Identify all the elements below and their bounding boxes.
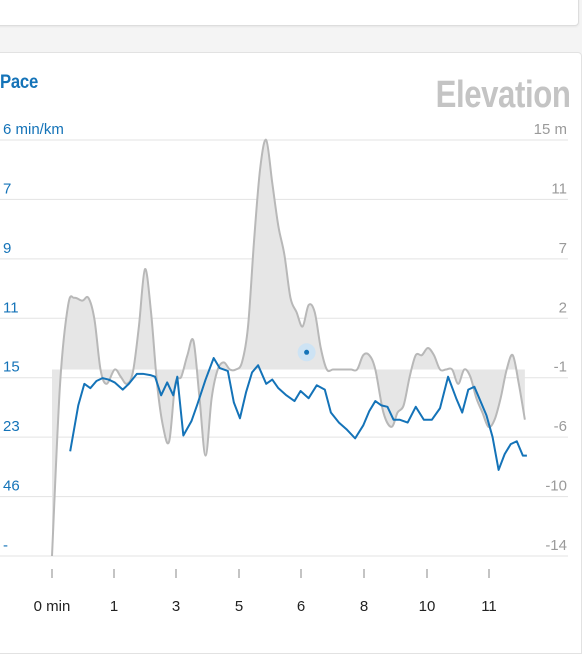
elevation-area	[52, 139, 525, 557]
x-tick-label: 6	[297, 598, 305, 615]
pace-tick-label: 23	[3, 418, 20, 435]
x-tick-label: 11	[481, 598, 497, 615]
pace-tick-label: 11	[3, 299, 19, 316]
x-tick-label: 5	[235, 598, 243, 615]
x-tick-label: 0 min	[34, 598, 71, 615]
elevation-tick-label: -1	[554, 359, 567, 376]
elevation-tick-label: -14	[545, 537, 567, 554]
elevation-tick-label: -10	[545, 478, 567, 495]
elevation-line	[51, 138, 526, 557]
pace-marker[interactable]	[304, 349, 310, 355]
pace-tick-label: 9	[3, 240, 11, 257]
x-tick-label: 3	[172, 598, 180, 615]
pace-tick-label: 6 min/km	[3, 121, 64, 138]
elevation-tick-label: 7	[559, 240, 567, 257]
pace-elevation-chart: 6 min/km 15 m7 119 711 215 -123 -646 -10- -140 m…	[0, 121, 568, 615]
elevation-tick-label: 2	[559, 299, 567, 316]
pace-tick-label: 46	[3, 478, 20, 495]
elevation-tick-label: 11	[551, 180, 567, 197]
pace-tick-label: 7	[3, 180, 11, 197]
elevation-tick-label: 15 m	[534, 121, 567, 138]
elevation-axis-title: Elevation	[435, 74, 570, 116]
x-tick-label: 1	[110, 598, 118, 615]
previous-card	[0, 0, 579, 26]
pace-axis-title: Pace	[0, 72, 39, 93]
pace-tick-label: -	[3, 537, 8, 554]
x-tick-label: 10	[419, 598, 436, 615]
x-tick-label: 8	[360, 598, 368, 615]
pace-tick-label: 15	[3, 359, 20, 376]
pace-line	[69, 357, 527, 471]
elevation-tick-label: -6	[554, 418, 567, 435]
